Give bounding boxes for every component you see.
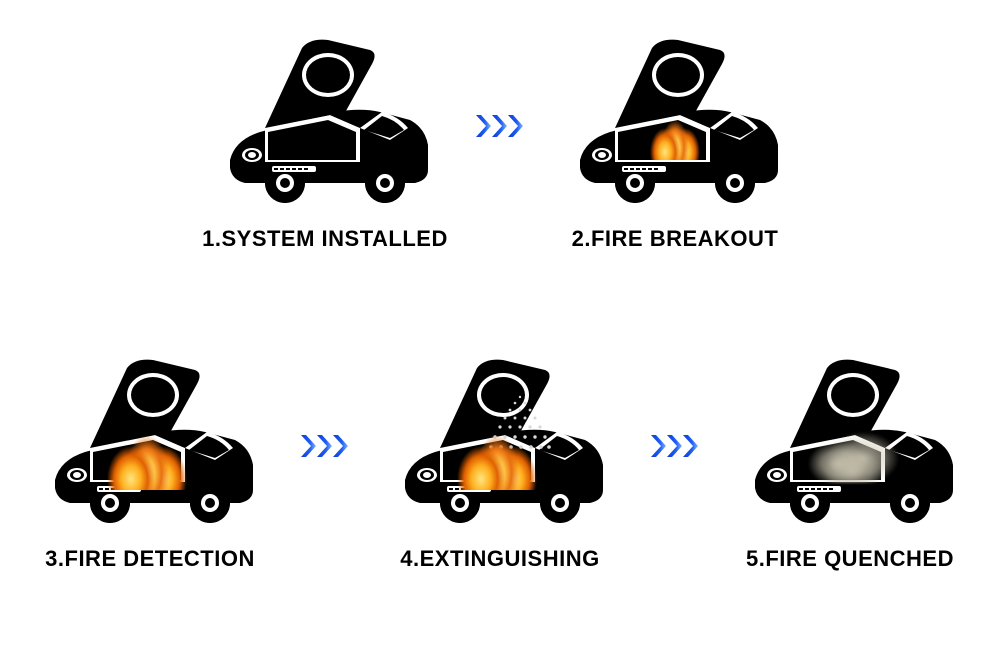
row-2: 3.FIRE DETECTION 4.EXTINGUISHING xyxy=(0,340,1000,572)
car-icon xyxy=(385,340,615,530)
step-3: 3.FIRE DETECTION xyxy=(20,340,280,572)
car-icon xyxy=(210,20,440,210)
step-4-label: 4.EXTINGUISHING xyxy=(400,546,599,572)
car-icon xyxy=(735,340,965,530)
step-2-label: 2.FIRE BREAKOUT xyxy=(572,226,779,252)
step-5-label: 5.FIRE QUENCHED xyxy=(746,546,954,572)
arrow-icon xyxy=(290,351,360,541)
step-1: 1.SYSTEM INSTALLED xyxy=(195,20,455,252)
arrow-icon xyxy=(465,31,535,221)
step-3-label: 3.FIRE DETECTION xyxy=(45,546,255,572)
row-1: 1.SYSTEM INSTALLED 2.FIRE BREAKOUT xyxy=(0,20,1000,252)
step-4: 4.EXTINGUISHING xyxy=(370,340,630,572)
car-icon xyxy=(35,340,265,530)
step-1-label: 1.SYSTEM INSTALLED xyxy=(202,226,448,252)
arrow-icon xyxy=(640,351,710,541)
step-2: 2.FIRE BREAKOUT xyxy=(545,20,805,252)
step-5: 5.FIRE QUENCHED xyxy=(720,340,980,572)
car-icon xyxy=(560,20,790,210)
